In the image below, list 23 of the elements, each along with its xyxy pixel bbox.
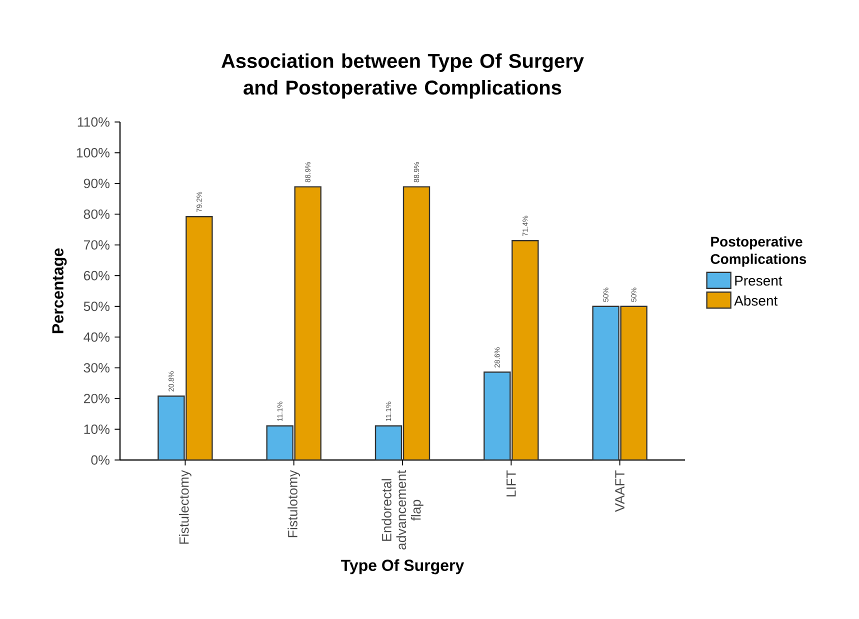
y-tick-label: 90% bbox=[84, 178, 110, 188]
x-tick-label: Endorectal advancement flap bbox=[382, 470, 424, 550]
x-tick-label: Fistulotomy bbox=[288, 470, 300, 538]
y-tick-label: 110% bbox=[78, 117, 110, 127]
y-axis-title: Percentage bbox=[52, 248, 67, 334]
y-tick-label: 60% bbox=[84, 270, 110, 280]
y-tick-label: 30% bbox=[84, 363, 110, 373]
y-tick-label: 40% bbox=[84, 332, 110, 342]
y-tick-label: 80% bbox=[84, 209, 110, 219]
x-tick-label: Fistulectomy bbox=[178, 470, 192, 544]
legend-label: Absent bbox=[734, 295, 778, 306]
y-tick-label: 100% bbox=[76, 148, 110, 158]
y-tick-label: 50% bbox=[84, 302, 110, 312]
y-tick-label: 0% bbox=[91, 455, 110, 465]
legend-title: Postoperative Complications bbox=[710, 236, 806, 267]
x-axis-title: Type Of Surgery bbox=[341, 559, 464, 574]
legend-label: Present bbox=[735, 276, 782, 286]
chart-title: Association between Type Of Surgery and Postoperative Complications bbox=[221, 53, 584, 99]
x-tick-label: LIFT bbox=[506, 470, 516, 496]
x-tick-label: VAAFT bbox=[615, 470, 624, 512]
y-tick-label: 10% bbox=[84, 424, 110, 434]
y-tick-label: 70% bbox=[84, 240, 110, 250]
y-tick-label: 20% bbox=[84, 394, 110, 404]
